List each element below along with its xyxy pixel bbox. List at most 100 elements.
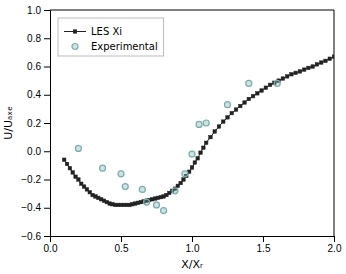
tick-mark [192, 236, 193, 242]
plot-area: 0.0 0.5 1.0 1.5 2.0 −0.6 −0.4 −0.2 0.0 0.2 0.4 0.6 0… [21, 5, 342, 254]
tick: 0.8 [27, 33, 50, 44]
legend: LES Xi Experimental [58, 18, 164, 56]
line-marker [268, 83, 272, 87]
tick-mark [44, 67, 50, 68]
tick: 1.5 [257, 236, 271, 254]
tick-mark [44, 180, 50, 181]
line-marker [209, 135, 213, 139]
line-marker [182, 178, 186, 182]
line-marker [196, 157, 200, 161]
point [122, 184, 128, 190]
line-marker [256, 92, 260, 96]
point [189, 151, 195, 157]
legend-label: LES Xi [91, 26, 122, 37]
legend-label: Experimental [91, 41, 158, 52]
tick-label: −0.4 [21, 202, 41, 213]
line-marker [193, 161, 197, 165]
tick-mark [44, 151, 50, 152]
tick-label: 1.0 [27, 5, 41, 16]
line-marker [190, 166, 194, 170]
tick: 0.4 [27, 89, 50, 100]
line-marker [71, 171, 75, 175]
tick: 1.0 [27, 5, 50, 16]
line-marker [328, 57, 332, 61]
line-marker [311, 65, 315, 69]
tick: −0.2 [21, 174, 50, 185]
point [274, 80, 280, 86]
tick-mark [44, 10, 50, 11]
line-marker [221, 120, 225, 124]
line-marker [260, 89, 264, 93]
line-marker [285, 75, 289, 79]
line-marker [226, 116, 230, 120]
line-marker [77, 178, 81, 182]
line-marker [315, 63, 319, 67]
legend-swatch [73, 30, 77, 34]
frame [334, 10, 335, 236]
tick-mark [263, 236, 264, 242]
tick: 1.0 [186, 236, 200, 254]
tick-label: 1.5 [257, 243, 271, 254]
line-marker [307, 66, 311, 70]
point [172, 188, 178, 194]
point [100, 165, 106, 171]
tick-label: 0.6 [27, 61, 41, 72]
line-marker [234, 108, 238, 112]
line-marker [243, 101, 247, 105]
legend-item: Experimental [72, 41, 158, 52]
point [161, 208, 167, 214]
point [196, 121, 202, 127]
tick-mark [44, 236, 50, 237]
line-marker [217, 125, 221, 129]
point [144, 199, 150, 205]
y-axis: −0.6 −0.4 −0.2 0.0 0.2 0.4 0.6 0.8 1.0 [21, 5, 50, 242]
line-marker [230, 111, 234, 115]
frame [50, 10, 334, 11]
legend-swatch [72, 44, 78, 50]
line-marker [213, 130, 217, 134]
tick: −0.4 [21, 202, 50, 213]
chart: 0.0 0.5 1.0 1.5 2.0 −0.6 −0.4 −0.2 0.0 0.2 0.4 0.6 0… [0, 0, 346, 274]
marks [62, 55, 334, 214]
tick-label: 0.4 [27, 89, 41, 100]
tick: −0.6 [21, 231, 50, 242]
tick-mark [334, 236, 335, 242]
line-marker [332, 55, 334, 59]
tick-label: 1.0 [186, 243, 200, 254]
line-marker [199, 151, 203, 155]
line-marker [204, 141, 208, 145]
point [182, 171, 188, 177]
tick-label: 2.0 [328, 243, 342, 254]
tick-mark [44, 123, 50, 124]
tick-label: −0.2 [21, 174, 41, 185]
tick-label: 0.0 [27, 146, 41, 157]
legend-item: LES Xi [64, 26, 122, 37]
line-marker [62, 158, 65, 162]
line-marker [298, 70, 302, 74]
legend-box [58, 18, 164, 56]
point [225, 102, 231, 108]
point [203, 120, 209, 126]
line-marker [65, 162, 69, 166]
series [62, 55, 334, 207]
line-marker [281, 77, 285, 81]
tick: 0.5 [115, 236, 129, 254]
axis-line [44, 11, 51, 237]
tick: 0.0 [44, 236, 58, 254]
tick: 0.0 [27, 146, 50, 157]
line-marker [68, 166, 72, 170]
tick-label: 0.2 [27, 118, 41, 129]
series [75, 80, 280, 213]
axis-line [51, 237, 335, 243]
point [139, 186, 145, 192]
tick-label: 0.5 [115, 243, 129, 254]
x-axis-title: X/Xᵣ [181, 258, 203, 271]
tick: 0.6 [27, 61, 50, 72]
tick-mark [44, 208, 50, 209]
point [154, 202, 160, 208]
tick: 2.0 [328, 236, 342, 254]
tick-label: −0.6 [21, 231, 41, 242]
line-marker [302, 68, 306, 72]
line-marker [239, 104, 243, 108]
tick-mark [121, 236, 122, 242]
